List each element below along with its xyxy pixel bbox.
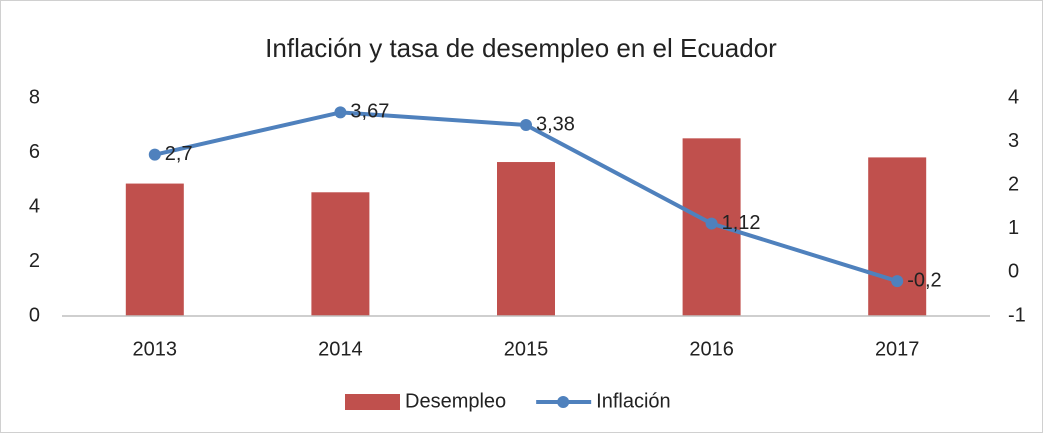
- data-label: 3,38: [536, 113, 575, 135]
- line-marker: [148, 148, 161, 161]
- chart-title: Inflación y tasa de desempleo en el Ecua…: [265, 33, 777, 63]
- y-tick-label: 0: [29, 304, 40, 326]
- data-label: 1,12: [722, 212, 761, 234]
- x-tick-label: 2016: [689, 338, 734, 360]
- bar: [311, 192, 370, 316]
- bar: [125, 183, 184, 316]
- data-label: -0,2: [907, 269, 941, 291]
- y-tick-label: 6: [29, 141, 40, 163]
- line-marker: [334, 106, 347, 119]
- data-label: 3,67: [350, 101, 389, 123]
- x-tick-label: 2014: [318, 338, 363, 360]
- y2-tick-label: 2: [1008, 173, 1019, 195]
- y-tick-label: 4: [29, 195, 40, 217]
- legend-label: Desempleo: [405, 390, 506, 412]
- legend-label: Inflación: [596, 390, 671, 412]
- y-tick-label: 2: [29, 250, 40, 272]
- bar: [497, 162, 555, 316]
- y2-tick-label: -1: [1008, 304, 1026, 326]
- y2-tick-label: 1: [1008, 217, 1019, 239]
- line-marker: [891, 275, 904, 288]
- y2-tick-label: 3: [1008, 130, 1019, 152]
- y2-tick-label: 4: [1008, 86, 1019, 108]
- x-tick-label: 2017: [875, 338, 920, 360]
- y2-tick-label: 0: [1008, 261, 1019, 283]
- legend-marker: [557, 396, 570, 408]
- y-tick-label: 8: [29, 86, 40, 108]
- legend-swatch: [345, 394, 400, 410]
- data-label: 2,7: [165, 143, 193, 165]
- x-tick-label: 2015: [504, 338, 549, 360]
- bar: [868, 157, 927, 316]
- x-tick-label: 2013: [133, 338, 178, 360]
- line-marker: [705, 217, 718, 230]
- line-marker: [520, 119, 532, 132]
